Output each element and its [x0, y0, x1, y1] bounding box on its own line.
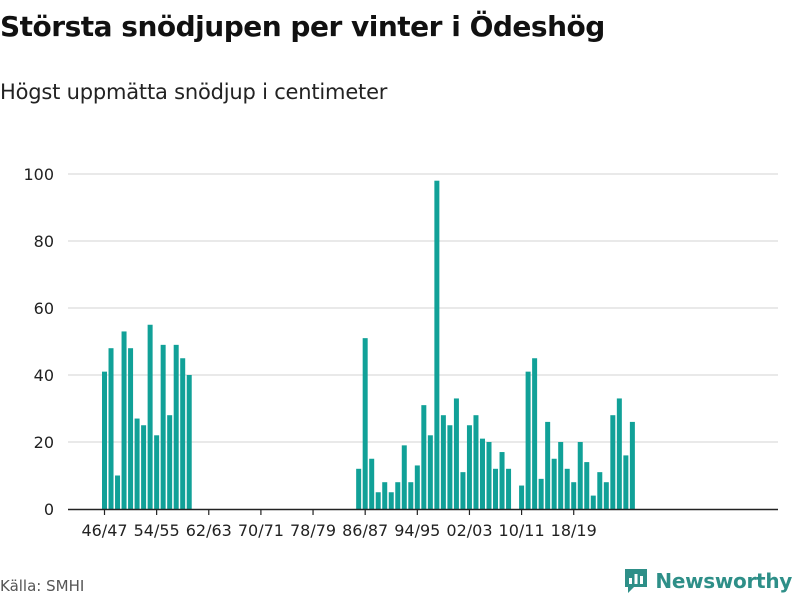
- bar-50/51: [128, 348, 134, 509]
- bar-57/58: [173, 344, 179, 509]
- bar-91/92: [395, 482, 401, 509]
- bar-88/89: [375, 492, 381, 509]
- bar-06/07: [493, 468, 499, 509]
- bar-20/21: [584, 462, 590, 509]
- bar-13/14: [538, 478, 544, 509]
- x-axis-ticks: 46/47 54/55 62/63 70/71 78/79 86/87 94/95 02/03…: [81, 509, 597, 540]
- y-tick-label: 0: [44, 500, 54, 519]
- x-tick-label: 94/95: [394, 521, 440, 540]
- bar-89/90: [382, 482, 388, 509]
- bar-92/93: [401, 445, 407, 509]
- bar-12/13: [532, 358, 538, 509]
- bar-51/52: [134, 418, 140, 509]
- x-tick-label: 54/55: [134, 521, 180, 540]
- bar-05/06: [486, 442, 492, 509]
- bar-undefined: [629, 421, 635, 509]
- x-tick-label: 02/03: [446, 521, 492, 540]
- bar-23/24: [603, 482, 609, 509]
- bar-21/22: [590, 495, 596, 509]
- x-tick-label: 70/71: [238, 521, 284, 540]
- bar-54/55: [154, 435, 160, 509]
- bar-03/04: [473, 415, 479, 509]
- bar-00/01: [453, 398, 459, 509]
- bar-94/95: [414, 465, 420, 509]
- chart-subtitle: Högst uppmätta snödjup i centimeter: [0, 80, 388, 104]
- bar-96/97: [427, 435, 433, 509]
- bar-14/15: [545, 421, 551, 509]
- bar-93/94: [408, 482, 414, 509]
- bar-52/53: [141, 425, 147, 509]
- bar-10/11: [519, 485, 525, 509]
- bar-undefined: [623, 455, 629, 509]
- bar-56/57: [167, 415, 173, 509]
- y-tick-label: 60: [34, 299, 54, 318]
- bar-19/20: [577, 442, 583, 509]
- bar-chart-speech-bubble-icon: [625, 569, 648, 593]
- brand-name: Newsworthy: [655, 569, 792, 593]
- bar-87/88: [369, 458, 375, 509]
- bar-07/08: [499, 452, 505, 509]
- y-tick-label: 80: [34, 232, 54, 251]
- bar-86/87: [362, 338, 368, 509]
- bar-55/56: [160, 344, 166, 509]
- y-tick-label: 100: [23, 165, 54, 184]
- y-tick-label: 40: [34, 366, 54, 385]
- bar-97/98: [434, 180, 440, 509]
- bar-46/47: [102, 371, 107, 509]
- bar-48/49: [115, 475, 121, 509]
- bar-98/99: [440, 415, 446, 509]
- bar-59/60: [186, 375, 192, 509]
- bar-11/12: [525, 371, 531, 509]
- bar-chart: 0 20 40 60 80 100 46/47 54/55 62/63 70/71 78/79 86…: [23, 165, 778, 540]
- bar-17/18: [564, 468, 570, 509]
- bar-95/96: [421, 405, 427, 509]
- bar-04/05: [479, 438, 485, 509]
- bar-58/59: [180, 358, 186, 509]
- brand-logo-link[interactable]: Newsworthy: [623, 567, 792, 595]
- bar-85/86: [356, 468, 362, 509]
- bar-undefined: [610, 415, 616, 509]
- bar-16/17: [558, 442, 564, 509]
- y-tick-label: 20: [34, 433, 54, 452]
- y-axis-ticks: 0 20 40 60 80 100: [23, 165, 54, 519]
- bar-15/16: [551, 458, 557, 509]
- x-tick-label: 46/47: [81, 521, 127, 540]
- x-tick-label: 78/79: [290, 521, 336, 540]
- x-tick-label: 62/63: [186, 521, 232, 540]
- bar-18/19: [571, 482, 577, 509]
- x-tick-label: 18/19: [551, 521, 597, 540]
- bar-53/54: [147, 324, 153, 509]
- bar-99/00: [447, 425, 453, 509]
- x-tick-label: 86/87: [342, 521, 388, 540]
- bar-49/50: [121, 331, 127, 509]
- chart-title: Största snödjupen per vinter i Ödeshög: [0, 10, 605, 43]
- bar-undefined: [616, 398, 622, 509]
- bar-22/23: [597, 472, 603, 509]
- x-tick-label: 10/11: [499, 521, 545, 540]
- bar-02/03: [466, 425, 472, 509]
- bar-series: [102, 180, 635, 509]
- bar-08/09: [506, 468, 512, 509]
- bar-01/02: [460, 472, 466, 509]
- source-note: Källa: SMHI: [0, 577, 85, 595]
- bar-90/91: [388, 492, 394, 509]
- bar-47/48: [108, 348, 114, 509]
